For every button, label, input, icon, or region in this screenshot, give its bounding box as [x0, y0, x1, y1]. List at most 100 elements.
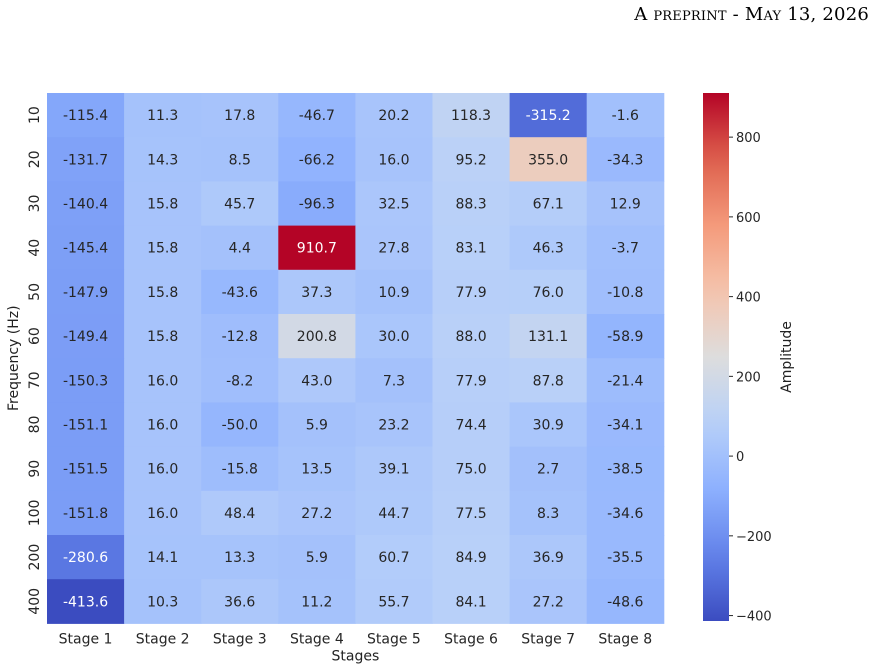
- cell-value-label: 43.0: [301, 373, 332, 389]
- cell-value-label: -35.5: [607, 550, 643, 566]
- heatmap-cell: [47, 358, 125, 403]
- cell-value-label: 11.3: [147, 108, 178, 124]
- cell-value-label: -280.6: [63, 550, 108, 566]
- cell-value-label: -96.3: [299, 197, 335, 213]
- cell-value-label: 88.0: [455, 329, 486, 345]
- cell-value-label: -151.8: [63, 506, 108, 522]
- cell-value-label: 131.1: [528, 329, 568, 345]
- heatmap-cell: [124, 181, 202, 227]
- x-tick-label: Stage 8: [598, 631, 652, 647]
- cell-value-label: 77.9: [455, 373, 486, 389]
- heatmap-cell: [355, 579, 433, 624]
- cell-value-label: 17.8: [224, 108, 255, 124]
- header-prefix: A: [634, 4, 648, 25]
- cell-value-label: -151.5: [63, 462, 108, 478]
- heatmap-cell: [47, 269, 125, 315]
- heatmap-cell: [201, 269, 279, 315]
- cell-value-label: 118.3: [451, 108, 491, 124]
- heatmap-cell: [355, 314, 433, 359]
- cell-value-label: 15.8: [147, 285, 178, 301]
- heatmap-cell: [278, 181, 356, 227]
- cell-value-label: 16.0: [147, 373, 178, 389]
- cell-value-label: -3.7: [612, 241, 639, 257]
- cell-value-label: -140.4: [63, 197, 108, 213]
- x-tick-label: Stage 1: [59, 631, 113, 647]
- heatmap-cell: [432, 269, 511, 315]
- heatmap-cell: [47, 446, 125, 492]
- heatmap-cell: [586, 137, 665, 182]
- cell-value-label: 32.5: [378, 197, 409, 213]
- colorbar-tick-label: −400: [736, 610, 772, 625]
- heatmap-cell: [355, 446, 433, 492]
- heatmap-cell: [47, 137, 125, 182]
- heatmap-cell: [432, 314, 511, 359]
- cell-value-label: -145.4: [63, 241, 108, 257]
- colorbar-label: Amplitude: [779, 321, 795, 393]
- heatmap-cell: [124, 137, 202, 182]
- heatmap-cell: [355, 181, 433, 227]
- cell-value-label: 74.4: [455, 418, 486, 434]
- heatmap-cell: [124, 269, 202, 315]
- cell-value-label: -8.2: [226, 373, 253, 389]
- cell-value-label: 83.1: [455, 241, 486, 257]
- cell-value-label: -38.5: [607, 462, 643, 478]
- cell-value-label: 10.3: [147, 594, 178, 610]
- cell-value-label: 12.9: [610, 197, 641, 213]
- cell-value-label: -10.8: [607, 285, 643, 301]
- cell-value-label: 16.0: [147, 506, 178, 522]
- heatmap-cell: [47, 93, 125, 138]
- heatmap-cell: [201, 93, 279, 138]
- cell-value-label: 16.0: [147, 418, 178, 434]
- y-tick-label: 40: [27, 239, 43, 257]
- y-tick-label: 50: [27, 283, 43, 301]
- heatmap-cell: [586, 358, 665, 403]
- heatmap-cell: [586, 225, 665, 271]
- cell-value-label: 14.1: [147, 550, 178, 566]
- heatmap-cell: [201, 402, 279, 448]
- y-tick-labels: 10 20 30 40 50 60 70 80 90 100 200 400: [27, 106, 43, 614]
- heatmap-cell: [47, 490, 125, 536]
- heatmap-cell: [586, 446, 665, 492]
- heatmap-cell: [124, 446, 202, 492]
- colorbar-tick-label: 600: [736, 211, 761, 226]
- cell-value-label: 11.2: [301, 594, 332, 610]
- x-tick-label: Stage 6: [444, 631, 498, 647]
- heatmap-cell: [47, 225, 125, 271]
- heatmap-cell: [124, 490, 202, 536]
- heatmap-cell: [586, 181, 665, 227]
- heatmap-cell: [432, 490, 511, 536]
- header-preprint: preprint: [653, 4, 727, 25]
- cell-value-label: 2.7: [537, 462, 559, 478]
- heatmap-cell: [355, 93, 433, 138]
- y-tick-label: 200: [27, 544, 43, 571]
- heatmap-cell: [509, 490, 588, 536]
- cell-value-label: 60.7: [378, 550, 409, 566]
- cell-value-label: 15.8: [147, 197, 178, 213]
- cell-value-label: 16.0: [378, 152, 409, 168]
- heatmap-cell: [201, 358, 279, 403]
- heatmap-cell: [355, 402, 433, 448]
- cell-value-label: 36.6: [224, 594, 255, 610]
- cell-value-label: 27.8: [378, 241, 409, 257]
- cell-value-label: 87.8: [533, 373, 564, 389]
- cell-value-label: -315.2: [526, 108, 571, 124]
- heatmap-cell: [278, 358, 356, 403]
- heatmap-cell: [201, 490, 279, 536]
- cell-value-label: -151.1: [63, 418, 108, 434]
- heatmap-cell: [47, 314, 125, 359]
- page-header: A preprint - May 13, 2026: [634, 4, 869, 25]
- heatmap-cell: [124, 358, 202, 403]
- heatmap-cell: [278, 535, 356, 580]
- heatmap-cell: [586, 490, 665, 536]
- heatmap-cell: [432, 181, 511, 227]
- heatmap-cell: [47, 579, 125, 624]
- heatmap-cell: [201, 446, 279, 492]
- x-axis-label: Stages: [332, 648, 380, 664]
- cell-value-label: 910.7: [297, 241, 337, 257]
- cell-value-label: 13.5: [301, 462, 332, 478]
- cell-value-label: -1.6: [612, 108, 639, 124]
- heatmap-cell: [355, 225, 433, 271]
- heatmap-cell: [355, 490, 433, 536]
- cell-value-label: -115.4: [63, 108, 108, 124]
